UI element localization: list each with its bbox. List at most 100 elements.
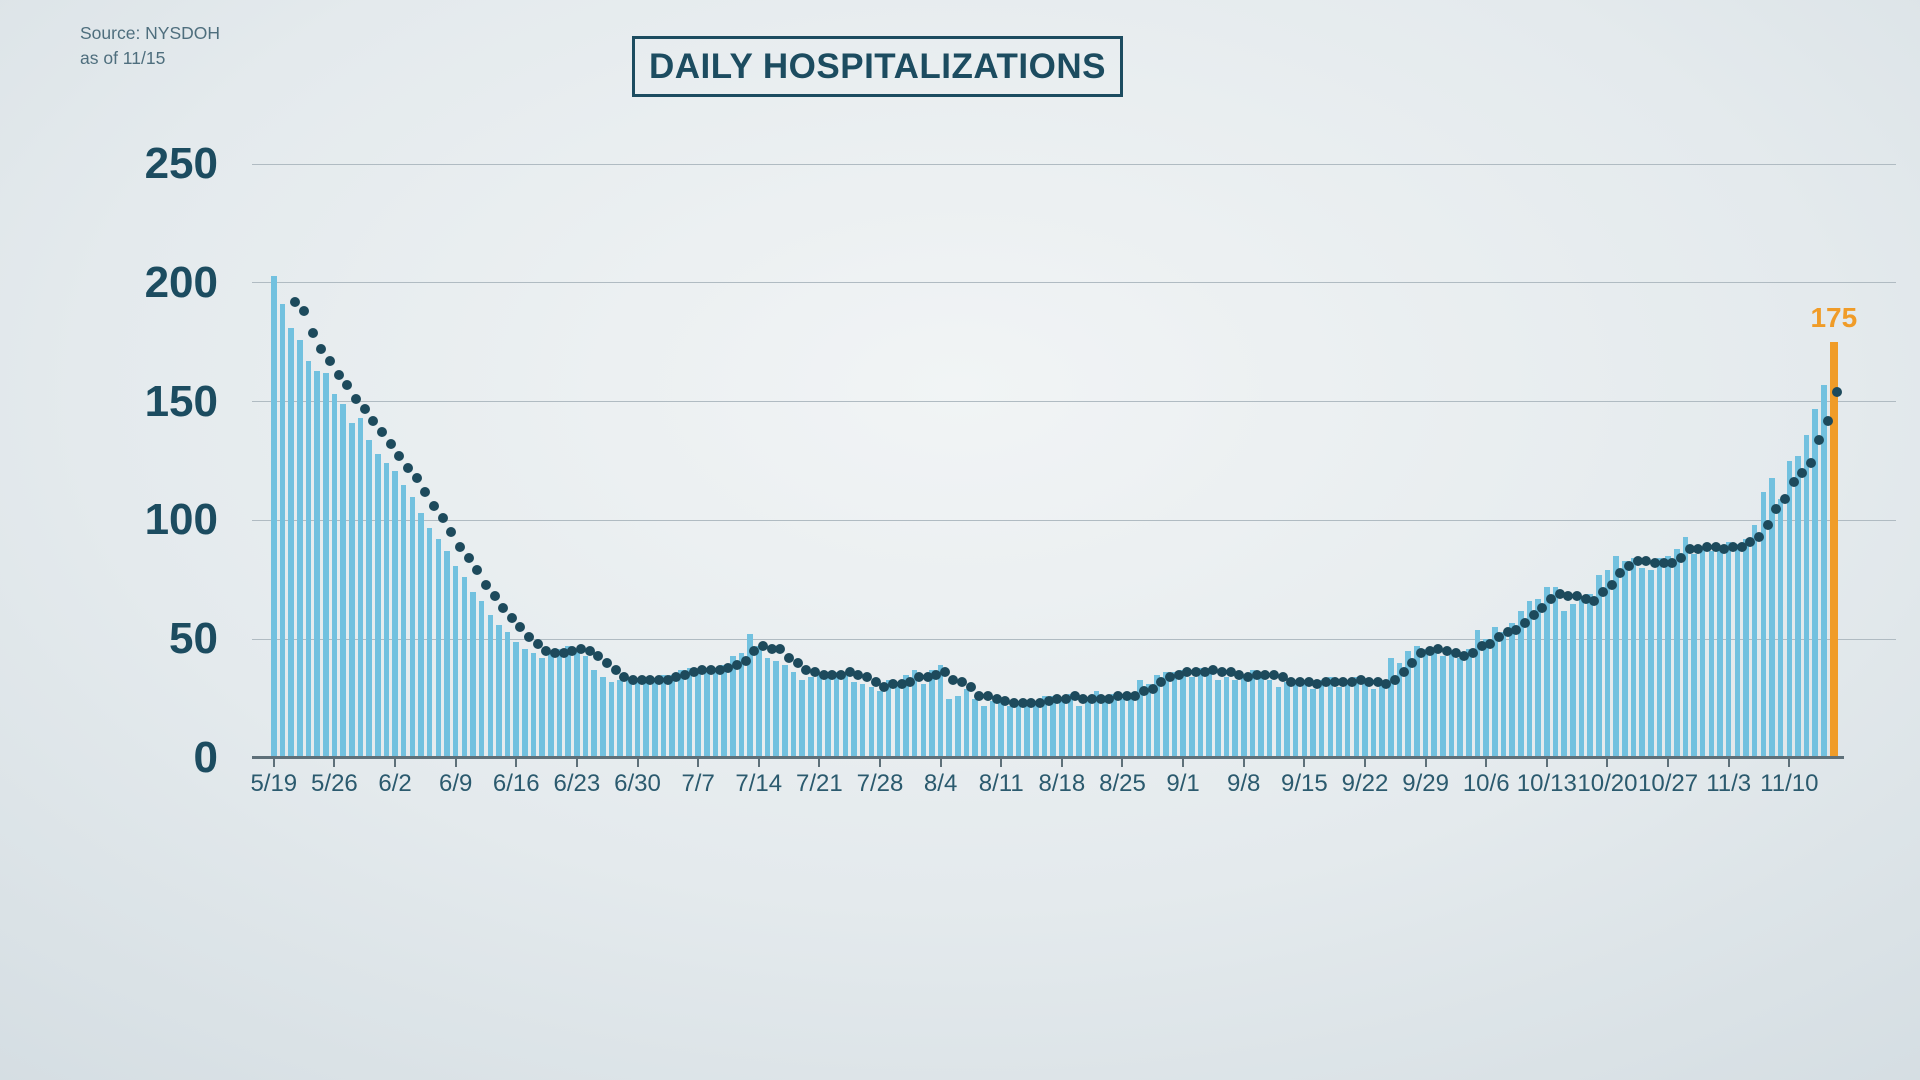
bar-9/13 — [1284, 681, 1290, 758]
x-tick-7/21 — [818, 758, 821, 767]
avg-dot-7/31 — [905, 676, 916, 687]
bar-6/11 — [470, 591, 476, 758]
avg-dot-10/26 — [1658, 558, 1669, 569]
bar-9/29 — [1422, 648, 1429, 758]
bar-6/7 — [435, 539, 442, 758]
avg-dot-10/14 — [1554, 589, 1565, 600]
avg-dot-6/2 — [394, 451, 405, 462]
bar-9/21 — [1353, 677, 1360, 758]
avg-dot-6/22 — [567, 646, 578, 657]
avg-dot-6/20 — [550, 648, 561, 659]
avg-dot-7/23 — [835, 669, 846, 680]
x-tick-10/13 — [1545, 758, 1548, 767]
bar-10/24 — [1639, 567, 1645, 758]
x-tick-label-9/1: 9/1 — [1166, 770, 1200, 797]
avg-dot-8/22 — [1095, 693, 1106, 704]
avg-dot-8/6 — [957, 676, 968, 687]
avg-dot-6/1 — [385, 439, 396, 450]
avg-dot-7/1 — [645, 674, 656, 685]
avg-dot-11/2 — [1719, 543, 1730, 554]
avg-dot-7/22 — [827, 669, 838, 680]
bar-9/30 — [1431, 653, 1438, 758]
avg-dot-10/10 — [1520, 617, 1531, 628]
avg-dot-9/19 — [1338, 676, 1349, 687]
avg-dot-6/9 — [454, 541, 465, 552]
avg-dot-7/11 — [731, 660, 742, 671]
avg-dot-9/5 — [1216, 667, 1227, 678]
x-tick-10/6 — [1485, 758, 1488, 767]
x-tick-9/29 — [1424, 758, 1427, 767]
x-tick-label-7/28: 7/28 — [856, 770, 904, 797]
x-tick-7/14 — [757, 758, 760, 767]
avg-dot-8/30 — [1164, 672, 1175, 683]
bar-6/1 — [383, 463, 390, 758]
avg-dot-9/20 — [1346, 676, 1357, 687]
avg-dot-6/27 — [610, 665, 621, 676]
avg-dot-7/21 — [818, 669, 829, 680]
bar-7/25 — [851, 681, 857, 758]
gridline-50 — [252, 638, 1896, 640]
avg-dot-8/8 — [974, 691, 985, 702]
bar-7/10 — [721, 665, 727, 758]
avg-dot-8/18 — [1061, 693, 1072, 704]
bar-9/18 — [1327, 677, 1334, 758]
x-tick-6/2 — [394, 758, 397, 767]
bar-8/19 — [1067, 693, 1074, 758]
avg-dot-7/16 — [775, 643, 786, 654]
bar-7/20 — [807, 677, 814, 758]
avg-dot-7/15 — [766, 643, 777, 654]
source-line-2: as of 11/15 — [80, 48, 166, 68]
gridline-150 — [252, 401, 1896, 403]
avg-dot-7/19 — [801, 665, 812, 676]
bar-8/18 — [1059, 698, 1065, 758]
bar-6/6 — [426, 527, 433, 758]
bar-9/10 — [1258, 677, 1264, 758]
x-tick-label-6/2: 6/2 — [378, 770, 412, 797]
avg-dot-7/24 — [844, 667, 855, 678]
avg-dot-6/18 — [532, 638, 543, 649]
avg-dot-11/9 — [1779, 494, 1790, 505]
avg-dot-11/8 — [1771, 503, 1782, 514]
bar-8/24 — [1111, 693, 1117, 758]
avg-dot-11/3 — [1727, 541, 1738, 552]
bar-7/7 — [695, 670, 701, 758]
avg-dot-5/28 — [350, 394, 361, 405]
avg-dot-6/19 — [541, 646, 552, 657]
bar-6/29 — [626, 677, 632, 758]
bar-5/30 — [366, 439, 372, 758]
avg-dot-11/1 — [1710, 541, 1721, 552]
x-tick-label-9/15: 9/15 — [1280, 770, 1328, 797]
bar-6/27 — [608, 681, 615, 758]
bar-9/24 — [1379, 684, 1386, 758]
avg-dot-6/11 — [472, 565, 483, 576]
chart-title: DAILY HOSPITALIZATIONS — [649, 46, 1106, 86]
x-tick-8/4 — [939, 758, 942, 767]
avg-dot-8/17 — [1052, 693, 1063, 704]
bar-5/28 — [348, 422, 355, 758]
avg-dot-6/25 — [593, 650, 604, 661]
x-tick-label-10/20: 10/20 — [1577, 770, 1638, 797]
bar-11/9 — [1777, 499, 1784, 758]
bar-6/18 — [530, 653, 537, 758]
gridline-250 — [252, 163, 1896, 165]
avg-dot-8/21 — [1087, 693, 1098, 704]
avg-dot-9/13 — [1286, 676, 1297, 687]
avg-dot-10/17 — [1580, 593, 1591, 604]
bar-8/21 — [1085, 700, 1091, 758]
avg-dot-11/13 — [1814, 434, 1825, 445]
avg-dot-10/1 — [1442, 646, 1453, 657]
bar-10/26 — [1656, 558, 1663, 758]
avg-dot-7/29 — [887, 679, 898, 690]
avg-dot-10/28 — [1675, 553, 1686, 564]
x-tick-label-5/26: 5/26 — [311, 770, 358, 797]
x-tick-5/19 — [272, 758, 275, 767]
avg-dot-6/12 — [480, 579, 491, 590]
bar-8/16 — [1041, 696, 1048, 758]
bar-6/19 — [539, 658, 546, 758]
bar-10/17 — [1578, 596, 1585, 758]
x-tick-10/27 — [1667, 758, 1670, 767]
avg-dot-9/26 — [1398, 667, 1409, 678]
avg-dot-7/12 — [740, 655, 751, 666]
bar-8/7 — [963, 689, 970, 758]
bar-6/25 — [591, 670, 597, 758]
